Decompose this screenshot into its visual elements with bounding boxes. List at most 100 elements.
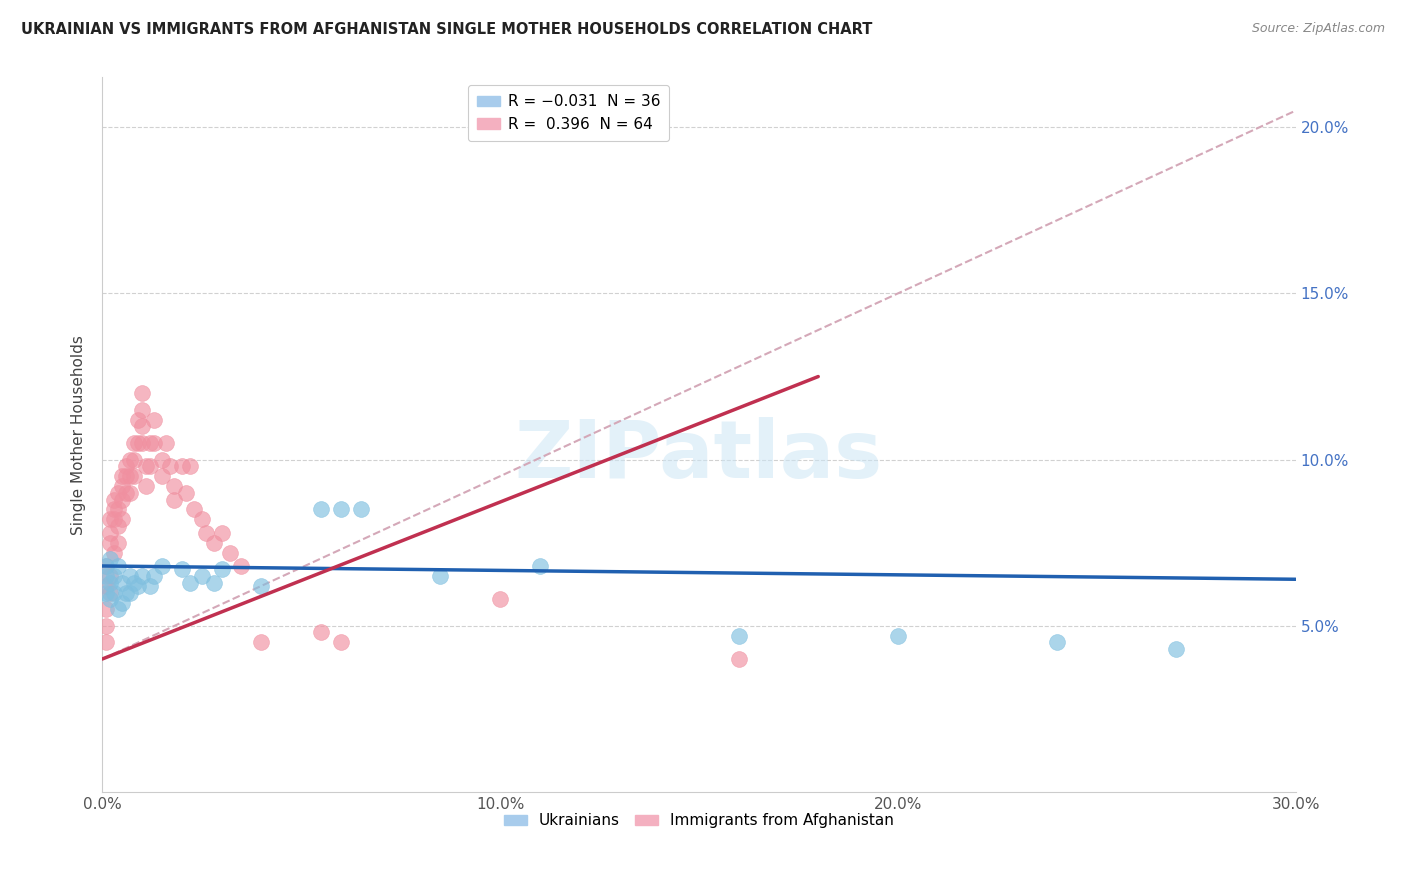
Text: Source: ZipAtlas.com: Source: ZipAtlas.com [1251,22,1385,36]
Point [163,492,186,507]
Point [96,585,118,599]
Point [489,592,512,607]
Text: ZIPatlas: ZIPatlas [515,417,883,495]
Point [309,502,332,516]
Point [96,569,118,583]
Point [190,569,212,583]
Point [107,535,129,549]
Point [150,452,173,467]
Point [179,459,201,474]
Point [107,519,129,533]
Point [122,469,145,483]
Point [250,579,273,593]
Point [139,459,162,474]
Point [120,452,142,467]
Point [98,512,121,526]
Point [122,436,145,450]
Point [96,635,118,649]
Point [107,602,129,616]
Point [98,575,121,590]
Point [98,569,121,583]
Legend: Ukrainians, Immigrants from Afghanistan: Ukrainians, Immigrants from Afghanistan [498,807,900,834]
Point [159,459,181,474]
Point [111,492,134,507]
Point [139,579,162,593]
Point [202,575,225,590]
Point [98,585,121,599]
Point [111,575,134,590]
Point [131,419,153,434]
Text: UKRAINIAN VS IMMIGRANTS FROM AFGHANISTAN SINGLE MOTHER HOUSEHOLDS CORRELATION CH: UKRAINIAN VS IMMIGRANTS FROM AFGHANISTAN… [21,22,873,37]
Point [170,562,193,576]
Point [96,558,118,573]
Point [111,512,134,526]
Point [887,629,910,643]
Point [142,436,165,450]
Point [429,569,451,583]
Point [142,569,165,583]
Point [183,502,205,516]
Point [115,459,138,474]
Point [107,502,129,516]
Point [98,525,121,540]
Point [163,479,186,493]
Point [98,552,121,566]
Point [115,469,138,483]
Point [170,459,193,474]
Point [150,469,173,483]
Point [122,575,145,590]
Point [309,625,332,640]
Point [103,569,125,583]
Point [150,558,173,573]
Point [131,569,153,583]
Point [115,585,138,599]
Point [96,602,118,616]
Point [329,635,352,649]
Point [120,585,142,599]
Point [96,619,118,633]
Point [96,558,118,573]
Point [529,558,551,573]
Point [103,502,125,516]
Point [727,629,749,643]
Y-axis label: Single Mother Households: Single Mother Households [72,334,86,534]
Point [120,486,142,500]
Point [218,546,240,560]
Point [250,635,273,649]
Point [120,569,142,583]
Point [96,579,118,593]
Point [135,479,157,493]
Point [174,486,197,500]
Point [127,579,149,593]
Point [98,592,121,607]
Point [131,402,153,417]
Point [111,469,134,483]
Point [103,492,125,507]
Point [190,512,212,526]
Point [1046,635,1069,649]
Point [350,502,373,516]
Point [103,546,125,560]
Point [194,525,217,540]
Point [155,436,177,450]
Point [179,575,201,590]
Point [142,413,165,427]
Point [107,558,129,573]
Point [107,486,129,500]
Point [98,535,121,549]
Point [135,459,157,474]
Point [211,562,233,576]
Point [103,512,125,526]
Point [139,436,162,450]
Point [202,535,225,549]
Point [131,386,153,401]
Point [131,436,153,450]
Point [111,479,134,493]
Point [103,585,125,599]
Point [231,558,253,573]
Point [727,652,749,666]
Point [1166,642,1188,657]
Point [120,469,142,483]
Point [211,525,233,540]
Point [127,436,149,450]
